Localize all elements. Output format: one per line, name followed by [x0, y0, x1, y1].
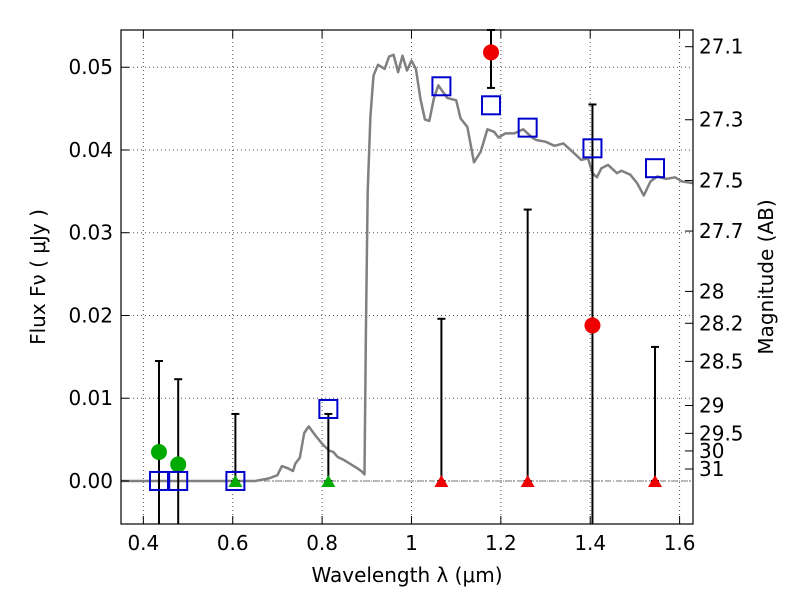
observed-flux-point — [150, 444, 167, 461]
axis-ticks — [121, 30, 693, 524]
model-photometry-square — [582, 138, 603, 159]
grid-lines — [121, 30, 693, 524]
y-tick-label: 0.05 — [68, 55, 113, 79]
model-photometry-square — [431, 76, 452, 97]
magnitude-tick-label: 27.1 — [699, 35, 744, 59]
x-tick-label: 0.4 — [127, 531, 159, 555]
tick-labels: 0.4 0.6 0.8 1 1.2 1.4 1.6 0.00 0.01 0.02 0.03 0.04 0… — [68, 35, 743, 555]
magnitude-tick-label: 27.7 — [699, 219, 744, 243]
x-tick-label: 1.6 — [664, 531, 696, 555]
magnitude-tick-label: 28.2 — [699, 311, 744, 335]
x-tick-label: 1 — [405, 531, 418, 555]
x-tick-label: 0.8 — [306, 531, 338, 555]
data-markers — [148, 44, 666, 491]
y-axis-label: Flux Fν ( μJy ) — [26, 209, 50, 345]
model-photometry-square — [148, 470, 169, 491]
model-photometry-square — [225, 470, 246, 491]
model-sed-line — [121, 53, 694, 483]
magnitude-tick-label: 29 — [699, 394, 724, 418]
x-tick-label: 0.6 — [217, 531, 249, 555]
x-tick-label: 1.4 — [574, 531, 606, 555]
observed-flux-point — [483, 44, 500, 61]
y-tick-label: 0.04 — [68, 138, 113, 162]
x-tick-label: 1.2 — [485, 531, 517, 555]
upper-limit-marker — [520, 474, 535, 487]
y-tick-label: 0.03 — [68, 221, 113, 245]
x-axis-label: Wavelength λ (μm) — [311, 563, 502, 587]
upper-limit-marker — [648, 474, 663, 487]
upper-limit-marker — [321, 474, 336, 487]
magnitude-tick-label: 27.5 — [699, 169, 744, 193]
error-bars — [154, 29, 660, 524]
observed-flux-point — [170, 456, 187, 473]
model-photometry-square — [481, 95, 502, 116]
model-photometry-square — [645, 158, 666, 179]
magnitude-tick-label: 30 — [699, 439, 724, 463]
magnitude-tick-label: 28 — [699, 279, 724, 303]
y-tick-label: 0.00 — [68, 469, 113, 493]
observed-flux-point — [584, 317, 601, 334]
y-tick-label: 0.02 — [68, 303, 113, 327]
model-photometry-square — [168, 470, 189, 491]
magnitude-tick-label: 29.5 — [699, 421, 744, 445]
plot-frame — [120, 29, 694, 525]
magnitude-tick-label: 28.5 — [699, 349, 744, 373]
model-photometry-square — [517, 117, 538, 138]
y-tick-label: 0.01 — [68, 386, 113, 410]
upper-limit-marker — [228, 474, 243, 487]
magnitude-tick-label: 27.3 — [699, 108, 744, 132]
magnitude-tick-label: 31 — [699, 457, 724, 481]
model-photometry-square — [318, 398, 339, 419]
upper-limit-marker — [434, 474, 449, 487]
magnitude-axis-label: Magnitude (AB) — [754, 199, 778, 354]
